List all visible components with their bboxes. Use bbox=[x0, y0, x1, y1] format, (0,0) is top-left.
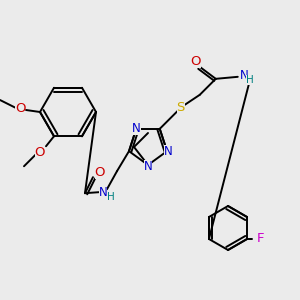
Text: O: O bbox=[15, 101, 25, 115]
Text: O: O bbox=[190, 55, 201, 68]
Text: H: H bbox=[246, 75, 253, 85]
Text: O: O bbox=[95, 166, 105, 179]
Text: N: N bbox=[132, 122, 141, 135]
Text: N: N bbox=[144, 160, 152, 172]
Text: N: N bbox=[99, 186, 107, 199]
Text: F: F bbox=[256, 232, 264, 245]
Text: N: N bbox=[164, 145, 172, 158]
Text: S: S bbox=[177, 101, 185, 114]
Text: H: H bbox=[107, 192, 115, 202]
Text: N: N bbox=[239, 69, 248, 82]
Text: O: O bbox=[35, 146, 45, 159]
